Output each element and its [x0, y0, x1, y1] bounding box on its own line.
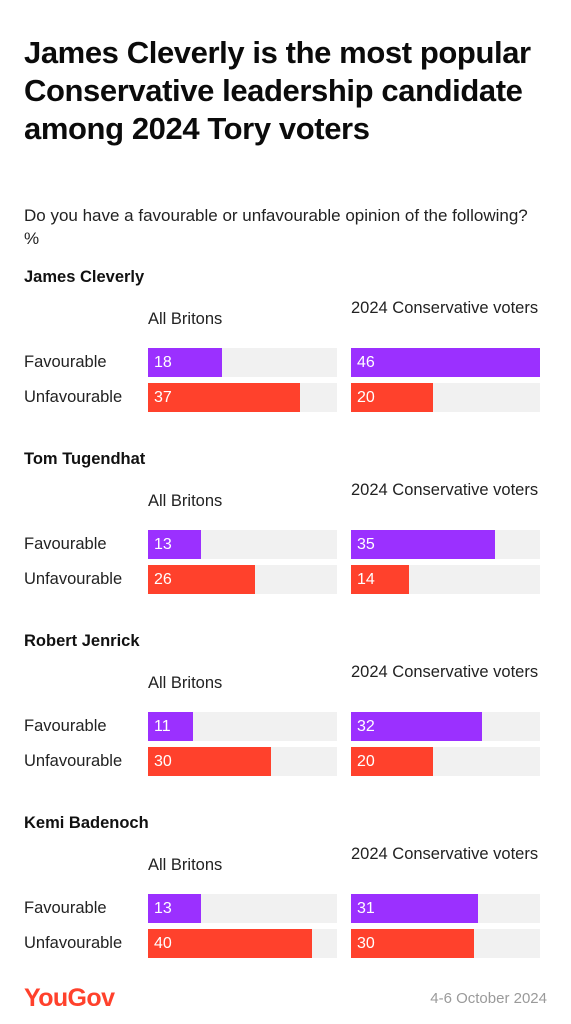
bar-track: 14	[351, 565, 540, 594]
bar-value-label: 14	[357, 571, 375, 588]
bar-track: 26	[148, 565, 337, 594]
bar-value-label: 20	[357, 389, 375, 406]
bar-track: 13	[148, 530, 337, 559]
row-label-unfavourable: Unfavourable	[24, 570, 123, 588]
candidate-name: Tom Tugendhat	[24, 450, 146, 468]
candidate-group-james-cleverly: James Cleverly All Britons 2024 Conservati…	[0, 268, 571, 443]
bar-value-label: 13	[154, 900, 172, 917]
row-label-favourable: Favourable	[24, 535, 107, 553]
bar-unfavourable: 37	[148, 383, 300, 412]
bar-value-label: 13	[154, 536, 172, 553]
bar-favourable: 11	[148, 712, 193, 741]
bar-track: 46	[351, 348, 540, 377]
bar-track: 40	[148, 929, 337, 958]
bar-value-label: 11	[154, 718, 171, 735]
bar-favourable: 32	[351, 712, 482, 741]
bar-track: 31	[351, 894, 540, 923]
panel-label-2024-conservative-voters: 2024 Conservative voters	[351, 845, 539, 863]
panel-label-2024-conservative-voters: 2024 Conservative voters	[351, 663, 539, 681]
bar-unfavourable: 40	[148, 929, 312, 958]
panel-label-2024-conservative-voters: 2024 Conservative voters	[351, 481, 539, 499]
row-label-favourable: Favourable	[24, 899, 107, 917]
candidate-group-kemi-badenoch: Kemi Badenoch All Britons 2024 Conservativ…	[0, 814, 571, 989]
bar-value-label: 31	[357, 900, 375, 917]
bar-track: 35	[351, 530, 540, 559]
bar-track: 20	[351, 747, 540, 776]
row-label-unfavourable: Unfavourable	[24, 752, 123, 770]
bar-favourable: 13	[148, 530, 201, 559]
yougov-logo: YouGov	[24, 984, 115, 1012]
bar-track: 13	[148, 894, 337, 923]
panel-label-all-britons: All Britons	[148, 674, 223, 692]
bar-favourable: 35	[351, 530, 495, 559]
bar-unfavourable: 20	[351, 383, 433, 412]
bar-track: 11	[148, 712, 337, 741]
bar-track: 30	[148, 747, 337, 776]
bar-value-label: 30	[154, 753, 172, 770]
row-label-unfavourable: Unfavourable	[24, 388, 123, 406]
bar-unfavourable: 30	[148, 747, 271, 776]
bar-favourable: 46	[351, 348, 540, 377]
bar-favourable: 31	[351, 894, 478, 923]
fieldwork-date: 4-6 October 2024	[430, 990, 547, 1007]
bar-value-label: 18	[154, 354, 172, 371]
bar-value-label: 40	[154, 935, 172, 952]
panel-label-all-britons: All Britons	[148, 856, 223, 874]
bar-track: 20	[351, 383, 540, 412]
bar-value-label: 37	[154, 389, 172, 406]
bar-value-label: 30	[357, 935, 375, 952]
bar-value-label: 20	[357, 753, 375, 770]
candidate-name: Robert Jenrick	[24, 632, 140, 650]
bar-favourable: 18	[148, 348, 222, 377]
bar-track: 18	[148, 348, 337, 377]
bar-track: 30	[351, 929, 540, 958]
row-label-favourable: Favourable	[24, 353, 107, 371]
panel-label-all-britons: All Britons	[148, 310, 223, 328]
bar-value-label: 35	[357, 536, 375, 553]
panel-label-all-britons: All Britons	[148, 492, 223, 510]
bar-unfavourable: 30	[351, 929, 474, 958]
bar-value-label: 32	[357, 718, 375, 735]
bar-value-label: 46	[357, 354, 375, 371]
row-label-favourable: Favourable	[24, 717, 107, 735]
candidate-group-tom-tugendhat: Tom Tugendhat All Britons 2024 Conservativ…	[0, 450, 571, 625]
chart-subtitle: Do you have a favourable or unfavourable…	[24, 206, 528, 248]
candidate-name: James Cleverly	[24, 268, 145, 286]
bar-track: 37	[148, 383, 337, 412]
bar-track: 32	[351, 712, 540, 741]
bar-value-label: 26	[154, 571, 172, 588]
bar-unfavourable: 14	[351, 565, 409, 594]
bar-unfavourable: 20	[351, 747, 433, 776]
candidate-name: Kemi Badenoch	[24, 814, 149, 832]
bar-favourable: 13	[148, 894, 201, 923]
row-label-unfavourable: Unfavourable	[24, 934, 123, 952]
chart-title: James Cleverly is the most popular Conse…	[24, 35, 531, 146]
candidate-group-robert-jenrick: Robert Jenrick All Britons 2024 Conservati…	[0, 632, 571, 807]
bar-unfavourable: 26	[148, 565, 255, 594]
panel-label-2024-conservative-voters: 2024 Conservative voters	[351, 299, 539, 317]
